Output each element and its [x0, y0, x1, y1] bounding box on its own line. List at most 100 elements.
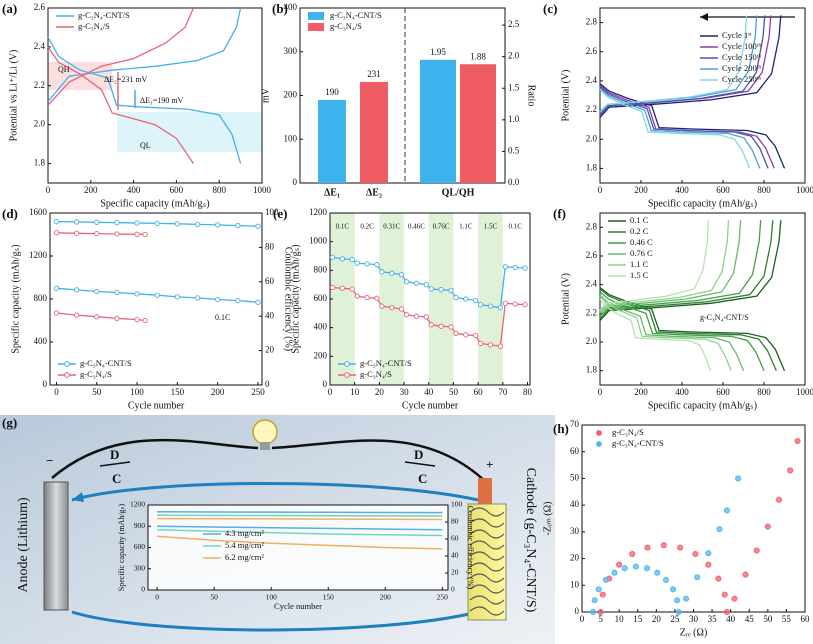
series-marker [643, 565, 651, 572]
series-marker [114, 231, 120, 237]
x-tick-label: 70 [498, 387, 508, 397]
y-tick-label: 2.6 [586, 250, 598, 260]
legend-label: 5.4 mg/cm² [225, 540, 264, 550]
x-tick-label: 55 [782, 614, 792, 624]
cnt-fiber [469, 518, 505, 528]
series-marker [349, 286, 355, 292]
series-marker [398, 306, 405, 312]
series-marker [438, 323, 444, 329]
x-tick-label: 250 [251, 387, 265, 397]
legend-label: 0.76 C [630, 248, 653, 258]
x-axis-label: Zᵣₑ (Ω) [680, 627, 708, 638]
axes-frame [599, 7, 806, 184]
legend-label: Cycle 250ᵗʰ [722, 74, 761, 84]
x-tick-label: 0 [155, 593, 159, 602]
series-marker [512, 264, 518, 271]
legend-label: 1.5 C [630, 270, 649, 280]
y-tick-label: 2.8 [586, 221, 598, 231]
plus-sign: + [486, 457, 493, 472]
y2-tick-label: 100 [265, 207, 279, 217]
y-axis-label: Specific capacity (mAh/gₛ) [290, 244, 301, 353]
y-axis-label: -Zᵢₘ (Ω) [542, 502, 553, 536]
series-marker [235, 297, 241, 304]
y2-axis-label: Coulombic efficiency (%) [283, 247, 294, 351]
bulb-base [260, 442, 270, 450]
x-tick-label: 35 [708, 614, 718, 624]
series-marker [654, 569, 661, 576]
series-marker [413, 280, 420, 286]
series-marker [134, 220, 140, 226]
bar-value-label: 231 [367, 69, 381, 79]
y-tick-label: 600 [134, 542, 146, 551]
x-tick-label: 80 [523, 387, 533, 397]
rate-band [330, 213, 355, 385]
y2-tick-label: 1.5 [508, 82, 520, 92]
plot-area [582, 425, 805, 612]
series-marker [794, 437, 801, 445]
rate-label: 0.46C [408, 223, 425, 231]
rate-label: 0.2C [360, 223, 374, 231]
series-marker [715, 575, 722, 582]
x-tick-label: 40 [726, 614, 736, 624]
y2-tick-label: 1.0 [508, 114, 520, 124]
plot-area [48, 8, 262, 183]
cathode-tab [478, 478, 492, 504]
cnt-fiber [469, 540, 505, 550]
series-marker [53, 230, 60, 236]
series-marker [644, 544, 651, 551]
y-axis-label: Potential (V) [560, 70, 571, 122]
series-marker [423, 314, 429, 320]
series-marker [683, 595, 690, 602]
x-tick-label: 200 [380, 593, 392, 602]
y2-axis-label: Coulombic efficiency (%) [466, 506, 475, 590]
plot-area [50, 213, 262, 385]
x-tick-label: 1000 [796, 185, 813, 195]
series-marker [487, 342, 494, 348]
y-tick-label: 1000 [309, 236, 328, 246]
arrow-mark [404, 461, 436, 467]
series-marker [497, 304, 504, 311]
bar-value-label: 1.88 [470, 51, 486, 61]
y-tick-label: 800 [314, 264, 328, 274]
series-marker [497, 343, 504, 349]
cnt-fiber [469, 529, 505, 539]
series-marker [453, 330, 459, 337]
y-tick-label: 2.8 [586, 17, 598, 27]
series-marker [629, 550, 636, 558]
series-marker [705, 550, 712, 557]
x-tick-label: 150 [323, 593, 335, 602]
series-marker [599, 591, 606, 598]
series-marker [349, 256, 355, 263]
legend-marker [596, 430, 602, 436]
series-marker [374, 295, 380, 301]
series-marker [142, 231, 148, 238]
annotation: ΔE₁=190 mV [140, 96, 184, 105]
x-tick-label: 50 [210, 593, 218, 602]
series-marker [339, 256, 345, 262]
legend-label: 6.2 mg/cm² [225, 552, 264, 562]
series-marker [403, 279, 410, 285]
x-tick-label: 0 [598, 387, 603, 397]
legend-marker [344, 361, 350, 367]
y-tick-label: 1.8 [34, 158, 46, 168]
y-tick-label: 60 [570, 446, 580, 456]
series-marker [73, 287, 80, 293]
y-tick-label: 1.8 [586, 365, 598, 375]
x-tick-label: 30 [400, 387, 410, 397]
legend-marker [64, 372, 70, 378]
y-axis-label: Potential (V) [560, 273, 571, 325]
y2-tick-label: 2.0 [508, 51, 520, 61]
y-tick-label: 300 [134, 563, 146, 572]
x-axis-label: Cycle number [274, 601, 322, 611]
series-marker [235, 222, 241, 229]
legend-label: 0.1 C [630, 215, 649, 225]
y-tick-label: 0 [575, 606, 580, 616]
legend-label: Cycle 150ᵗʰ [722, 52, 761, 62]
series-marker [502, 264, 508, 270]
series-marker [477, 302, 484, 308]
series-marker [389, 270, 395, 276]
series-marker [142, 317, 148, 324]
y-axis-label: mV [260, 87, 271, 103]
anode-label: Anode (Lithium) [16, 497, 31, 593]
series-marker [753, 547, 760, 554]
